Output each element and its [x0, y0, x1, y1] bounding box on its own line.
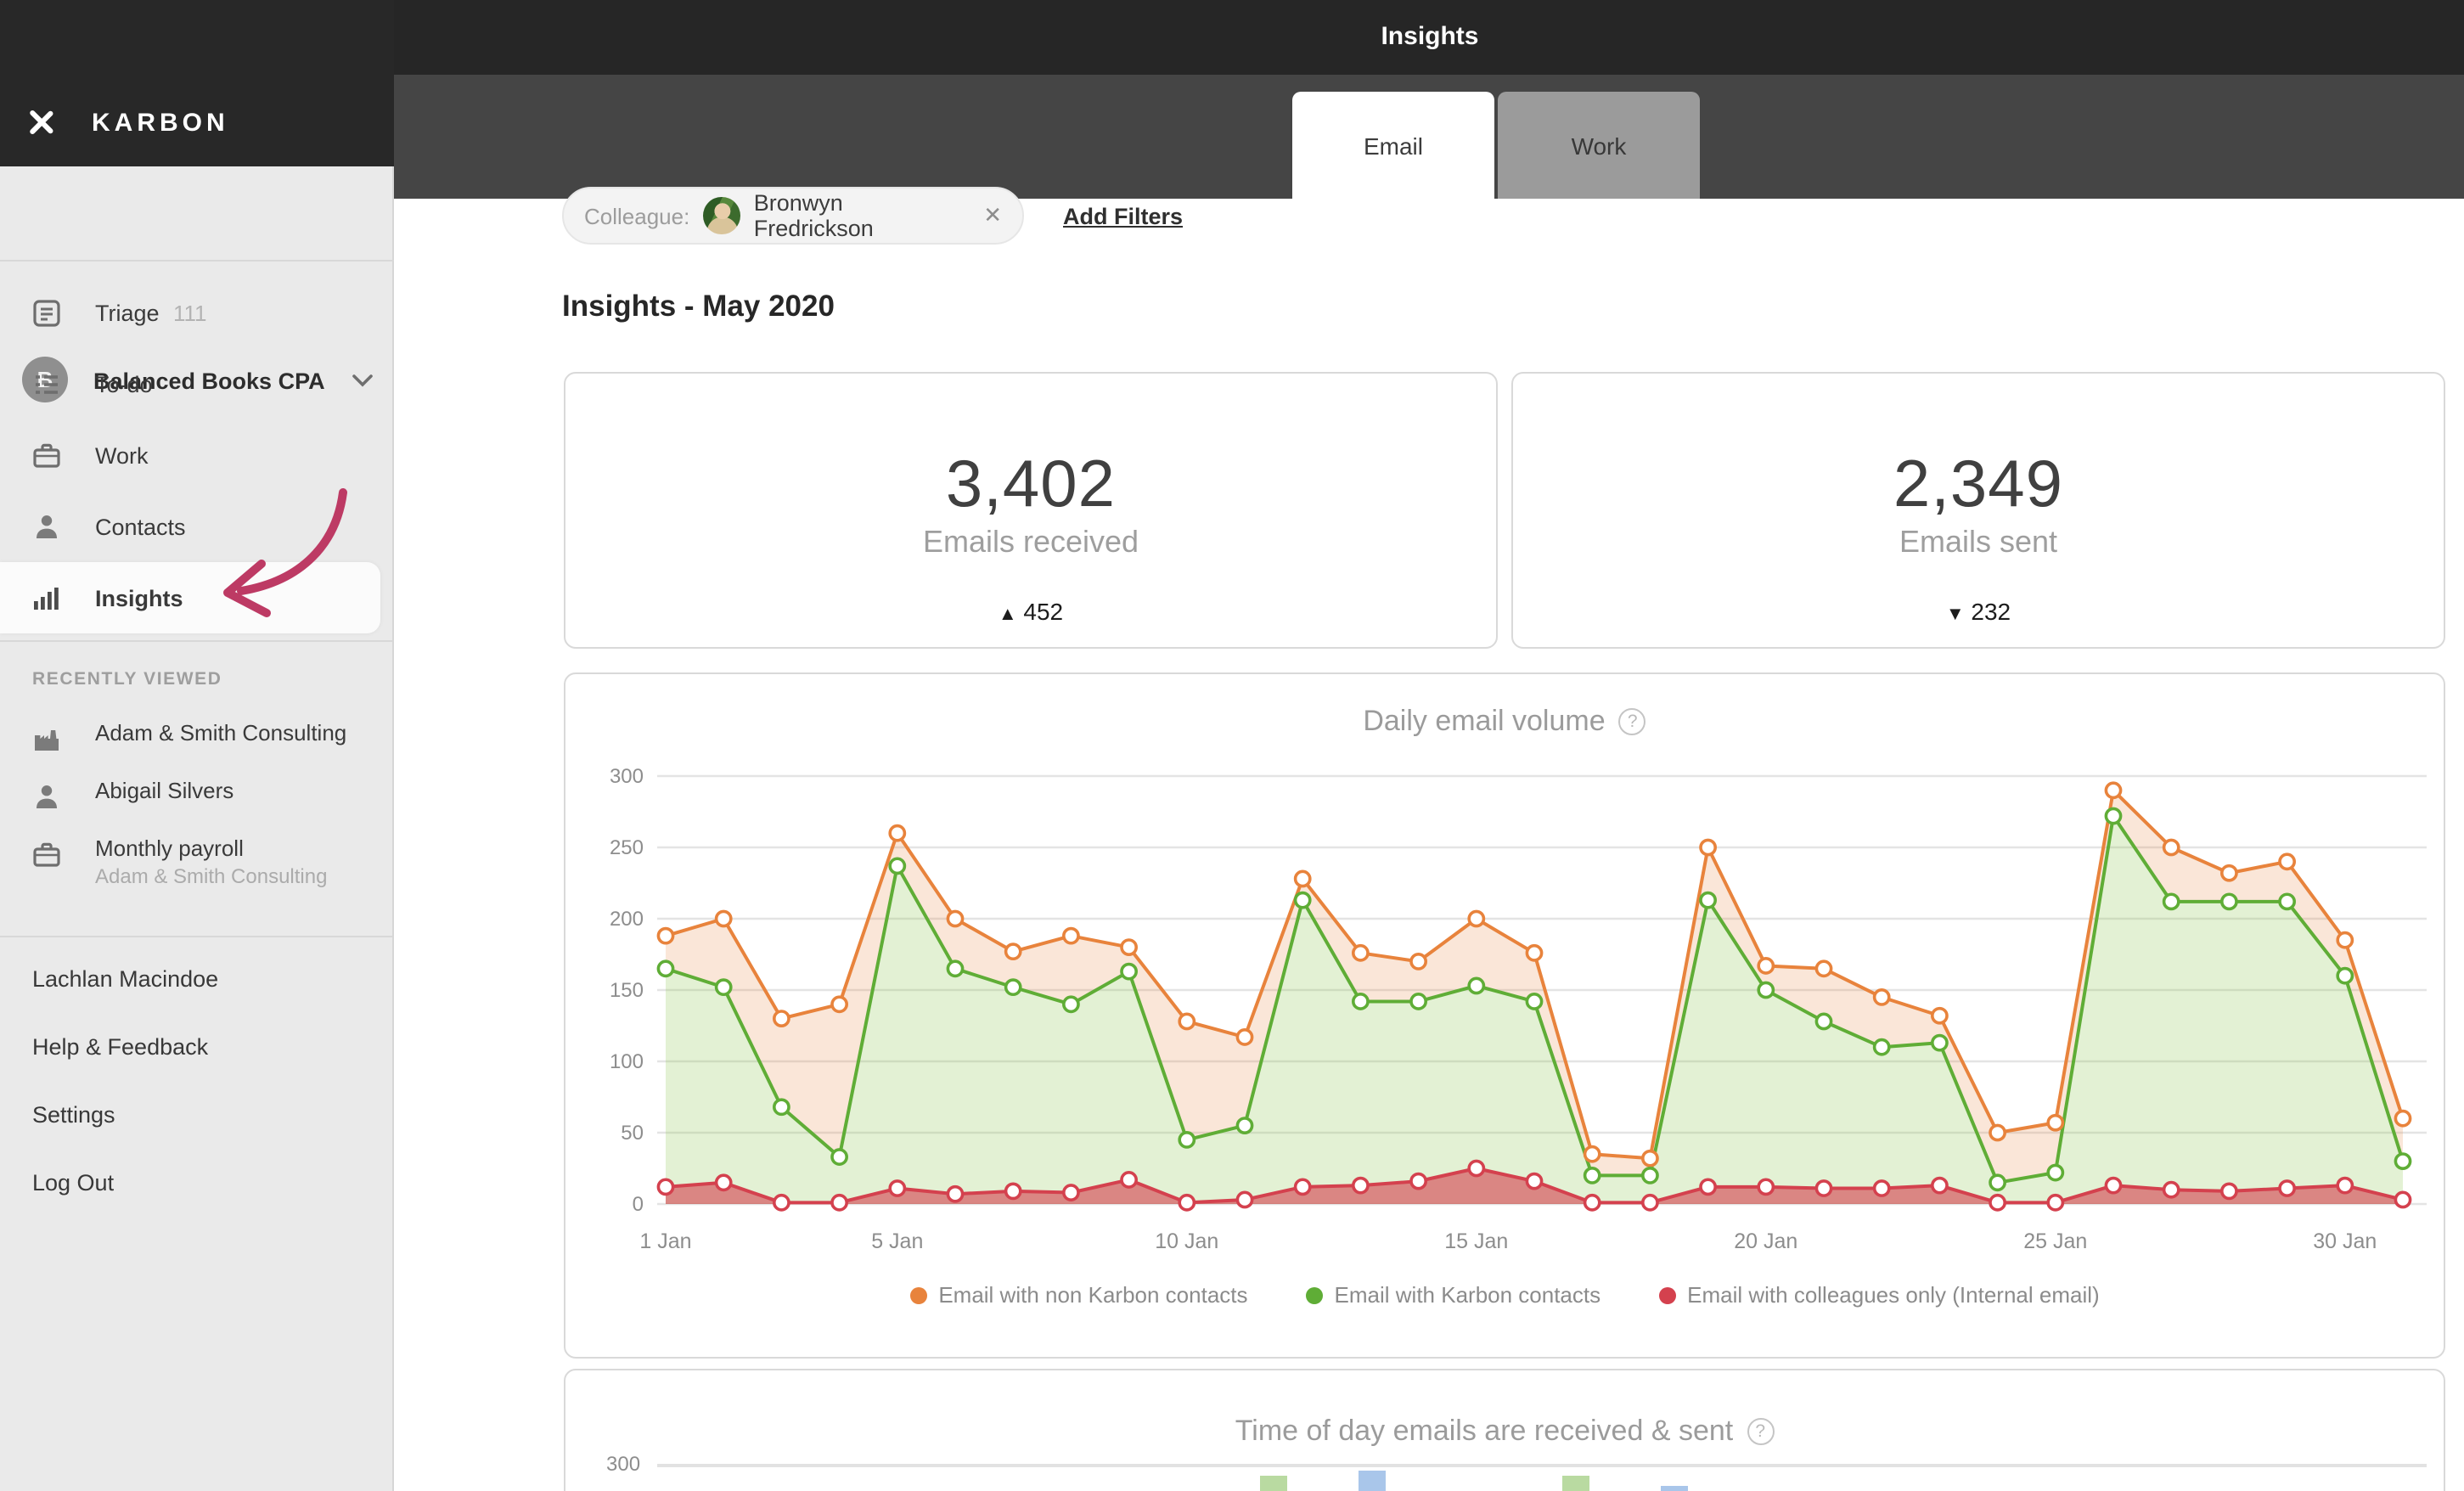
- chart-title: Daily email volume: [1363, 705, 1606, 737]
- emails-received-card: 3,402 Emails received ▲ 452: [564, 372, 1498, 649]
- person-icon: [37, 785, 57, 808]
- add-filters-link[interactable]: Add Filters: [1063, 204, 1184, 229]
- daily-email-volume-chart: 0 50 100 150 200 250 300 1 Jan 5 Jan 10 Jan 15 Jan…: [610, 765, 2427, 1253]
- legend-item-non-karbon: Email with non Karbon contacts: [909, 1282, 1248, 1308]
- chip-label: Colleague:: [584, 203, 690, 228]
- recent-item-adam-smith[interactable]: Adam & Smith Consulting: [0, 720, 394, 761]
- svg-text:300: 300: [610, 765, 644, 788]
- todo-list-icon: [36, 374, 58, 393]
- colleague-avatar: [703, 197, 740, 234]
- svg-text:150: 150: [610, 979, 644, 1002]
- recent-item-label: Abigail Silvers: [95, 778, 234, 803]
- recent-item-label: Monthly payroll: [95, 836, 244, 861]
- sidebar-item-label: Triage: [95, 300, 160, 325]
- help-icon[interactable]: ?: [1618, 708, 1646, 735]
- recently-viewed-heading: RECENTLY VIEWED: [32, 669, 222, 689]
- svg-text:30 Jan: 30 Jan: [2313, 1229, 2377, 1253]
- emails-received-delta: ▲ 452: [998, 598, 1064, 625]
- emails-sent-card: 2,349 Emails sent ▼ 232: [1511, 372, 2445, 649]
- chart-legend: Email with non Karbon contacts Email wit…: [565, 1282, 2444, 1308]
- insights-period-heading: Insights - May 2020: [562, 289, 835, 323]
- recent-item-sublabel: Adam & Smith Consulting: [95, 864, 328, 888]
- chart-title: Time of day emails are received & sent: [1235, 1415, 1734, 1447]
- sidebar-item-profile[interactable]: Lachlan Macindoe: [32, 966, 219, 992]
- sidebar-divider: [0, 640, 392, 642]
- gridline: [657, 1464, 2427, 1466]
- legend-item-karbon: Email with Karbon contacts: [1305, 1282, 1600, 1308]
- sidebar-item-work[interactable]: Work: [0, 419, 394, 491]
- bar: [1661, 1486, 1688, 1491]
- svg-text:200: 200: [610, 908, 644, 931]
- svg-text:1 Jan: 1 Jan: [639, 1229, 691, 1253]
- svg-text:5 Jan: 5 Jan: [871, 1229, 923, 1253]
- sidebar-item-label: To-do: [95, 371, 153, 397]
- insights-bar-chart-icon: [34, 587, 59, 609]
- top-bar: Insights: [394, 0, 2464, 75]
- sidebar-item-contacts[interactable]: Contacts: [0, 491, 394, 562]
- bar: [1562, 1476, 1589, 1491]
- delta-down-icon: ▼: [1945, 605, 1965, 625]
- sidebar-header: KARBON: [0, 0, 394, 166]
- sidebar-divider: [0, 936, 392, 937]
- emails-sent-delta: ▼ 232: [1945, 598, 2011, 625]
- sidebar-item-logout[interactable]: Log Out: [32, 1170, 115, 1196]
- sidebar-item-todo[interactable]: To-do: [0, 348, 394, 419]
- y-axis-tick-label: 300: [606, 1452, 641, 1476]
- legend-dot-orange: [909, 1286, 927, 1303]
- svg-text:15 Jan: 15 Jan: [1444, 1229, 1508, 1253]
- karbon-logo: KARBON: [92, 109, 229, 138]
- sidebar: [0, 0, 394, 1491]
- svg-text:100: 100: [610, 1050, 644, 1073]
- org-name: Balanced Books CPA: [93, 369, 325, 394]
- svg-text:0: 0: [633, 1193, 644, 1216]
- close-icon[interactable]: [27, 109, 53, 134]
- emails-sent-value: 2,349: [1893, 448, 2064, 521]
- sidebar-item-help-feedback[interactable]: Help & Feedback: [32, 1034, 209, 1060]
- svg-text:20 Jan: 20 Jan: [1734, 1229, 1797, 1253]
- daily-email-volume-card: Daily email volume ? 0 50 100 150 200 250 300 1…: [564, 672, 2445, 1359]
- recent-item-monthly-payroll[interactable]: Monthly payroll Adam & Smith Consulting: [0, 836, 394, 903]
- briefcase-icon: [33, 442, 60, 467]
- svg-text:250: 250: [610, 836, 644, 859]
- chip-value: Bronwyn Fredrickson: [753, 190, 874, 241]
- sidebar-item-label: Insights: [95, 585, 183, 610]
- svg-text:10 Jan: 10 Jan: [1155, 1229, 1218, 1253]
- sidebar-item-settings[interactable]: Settings: [32, 1102, 115, 1128]
- time-of-day-card: Time of day emails are received & sent ?…: [564, 1369, 2445, 1491]
- svg-text:25 Jan: 25 Jan: [2023, 1229, 2087, 1253]
- person-icon: [37, 515, 57, 537]
- colleague-filter-chip[interactable]: Colleague: Bronwyn Fredrickson ✕: [562, 187, 1024, 245]
- emails-received-label: Emails received: [922, 525, 1139, 559]
- sidebar-item-label: Work: [95, 442, 149, 468]
- bar: [1260, 1476, 1287, 1491]
- emails-received-value: 3,402: [945, 448, 1117, 521]
- briefcase-icon: [33, 842, 60, 867]
- sidebar-item-insights[interactable]: Insights: [0, 562, 380, 633]
- legend-item-internal: Email with colleagues only (Internal ema…: [1658, 1282, 2100, 1308]
- org-avatar: B: [22, 357, 68, 402]
- sidebar-item-triage[interactable]: Triage 111: [0, 277, 394, 348]
- organization-icon: [35, 730, 59, 751]
- tab-email[interactable]: Email: [1292, 92, 1494, 199]
- help-icon[interactable]: ?: [1747, 1418, 1775, 1445]
- bar: [1359, 1471, 1386, 1491]
- chevron-down-icon: [352, 374, 373, 387]
- org-switcher[interactable]: B Balanced Books CPA: [0, 166, 394, 402]
- triage-count-badge: 111: [173, 300, 207, 325]
- triage-icon: [33, 299, 60, 326]
- emails-sent-label: Emails sent: [1899, 525, 2058, 559]
- sidebar-item-label: Contacts: [95, 514, 186, 539]
- recent-item-abigail-silvers[interactable]: Abigail Silvers: [0, 778, 394, 819]
- svg-text:50: 50: [621, 1122, 644, 1145]
- delta-up-icon: ▲: [998, 605, 1017, 625]
- recent-item-label: Adam & Smith Consulting: [95, 720, 347, 746]
- legend-dot-red: [1658, 1286, 1676, 1303]
- remove-filter-icon[interactable]: ✕: [983, 202, 1002, 228]
- tab-work[interactable]: Work: [1498, 92, 1700, 199]
- legend-dot-green: [1305, 1286, 1323, 1303]
- page-title: Insights: [1381, 22, 1479, 51]
